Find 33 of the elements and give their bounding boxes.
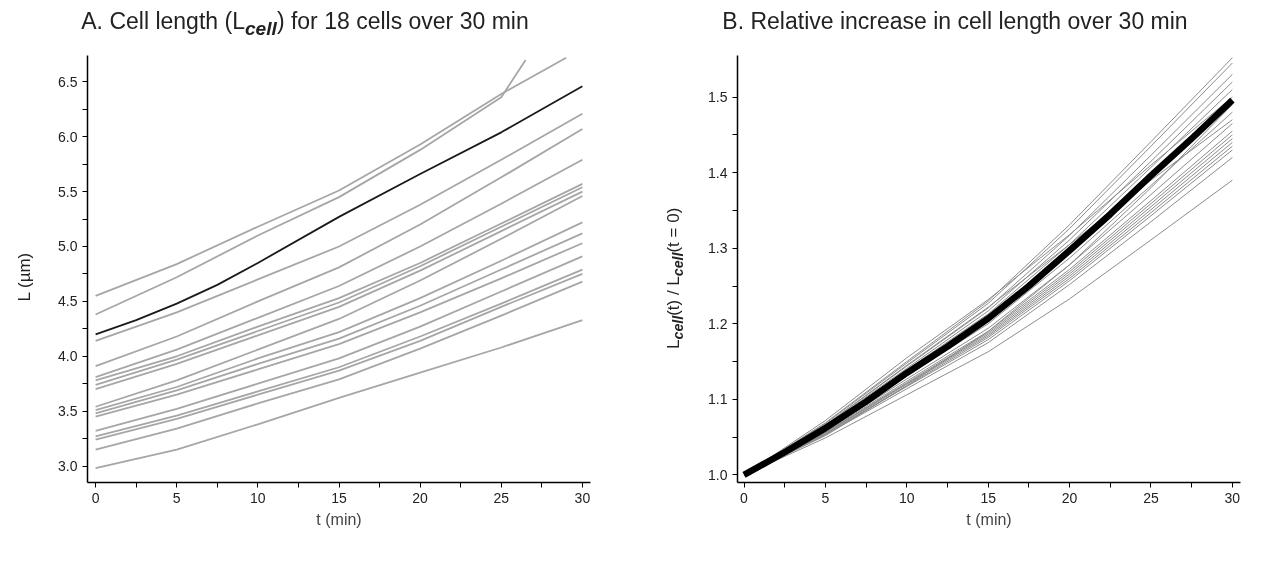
x-tick-label: 10 — [250, 489, 266, 506]
y-tick-label: 1.0 — [708, 466, 728, 483]
y-tick-label: 1.4 — [708, 164, 728, 181]
x-tick-label: 15 — [331, 489, 347, 506]
x-tick-label: 0 — [740, 489, 749, 506]
y-tick-label: 1.3 — [708, 240, 728, 257]
y-tick-label: 5.5 — [58, 183, 78, 200]
x-tick-label: 0 — [91, 489, 100, 506]
x-tick-label: 25 — [1143, 489, 1159, 506]
chart-title: B. Relative increase in cell length over 30 min — [721, 7, 1189, 36]
x-axis-title: t (min) — [316, 510, 362, 528]
y-tick-label: 5.0 — [58, 238, 78, 255]
y-tick-label: 3.5 — [58, 403, 78, 420]
y-tick-label: 1.2 — [708, 315, 728, 332]
y-tick-label: 6.5 — [58, 73, 78, 90]
y-axis-title: L (µm) — [13, 251, 35, 304]
y-tick-label: 3.0 — [58, 458, 78, 475]
y-tick-label: 6.0 — [58, 128, 78, 145]
x-tick-label: 30 — [1224, 489, 1241, 506]
y-tick-label: 4.5 — [58, 293, 78, 310]
y-tick-label: 1.1 — [708, 391, 728, 408]
x-tick-label: 30 — [574, 489, 591, 506]
x-tick-label: 5 — [172, 489, 181, 506]
x-axis-title: t (min) — [966, 510, 1012, 528]
y-tick-label: 4.0 — [58, 348, 78, 365]
x-tick-label: 10 — [899, 489, 915, 506]
x-tick-label: 15 — [980, 489, 997, 506]
x-tick-label: 20 — [1061, 489, 1078, 506]
x-tick-label: 5 — [821, 489, 830, 506]
y-tick-label: 1.5 — [708, 89, 728, 106]
chart-title: A. Cell length (L$_{cell}$) for 18 cells over 30 min — [80, 7, 530, 41]
x-tick-label: 20 — [412, 489, 429, 506]
x-tick-label: 25 — [493, 489, 510, 506]
